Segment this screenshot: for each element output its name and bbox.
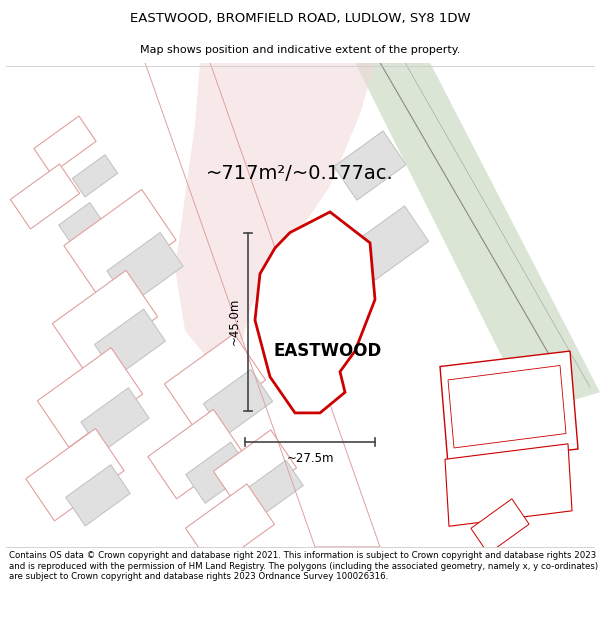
Text: ~45.0m: ~45.0m bbox=[227, 298, 241, 346]
Polygon shape bbox=[448, 366, 566, 448]
Polygon shape bbox=[95, 309, 166, 377]
Polygon shape bbox=[52, 271, 158, 370]
Polygon shape bbox=[352, 206, 428, 280]
Polygon shape bbox=[440, 351, 578, 464]
Polygon shape bbox=[34, 116, 96, 174]
Polygon shape bbox=[255, 212, 375, 413]
Polygon shape bbox=[148, 409, 242, 499]
Polygon shape bbox=[355, 62, 600, 413]
Polygon shape bbox=[59, 202, 101, 242]
Polygon shape bbox=[37, 348, 143, 448]
Polygon shape bbox=[164, 334, 266, 431]
Polygon shape bbox=[214, 430, 296, 509]
Text: EASTWOOD, BROMFIELD ROAD, LUDLOW, SY8 1DW: EASTWOOD, BROMFIELD ROAD, LUDLOW, SY8 1D… bbox=[130, 12, 470, 25]
Polygon shape bbox=[185, 484, 274, 569]
Text: ~27.5m: ~27.5m bbox=[286, 452, 334, 465]
Polygon shape bbox=[471, 499, 529, 554]
Polygon shape bbox=[81, 388, 149, 452]
Polygon shape bbox=[203, 369, 272, 436]
Polygon shape bbox=[175, 62, 375, 372]
Polygon shape bbox=[186, 442, 250, 503]
Text: Map shows position and indicative extent of the property.: Map shows position and indicative extent… bbox=[140, 45, 460, 55]
Polygon shape bbox=[445, 444, 572, 526]
Polygon shape bbox=[73, 155, 118, 197]
Text: ~717m²/~0.177ac.: ~717m²/~0.177ac. bbox=[206, 164, 394, 183]
Polygon shape bbox=[64, 189, 176, 296]
Text: Contains OS data © Crown copyright and database right 2021. This information is : Contains OS data © Crown copyright and d… bbox=[9, 551, 598, 581]
Polygon shape bbox=[334, 131, 406, 200]
Polygon shape bbox=[10, 164, 80, 229]
Polygon shape bbox=[247, 460, 303, 514]
Polygon shape bbox=[66, 465, 130, 526]
Text: EASTWOOD: EASTWOOD bbox=[274, 342, 382, 360]
Polygon shape bbox=[107, 232, 183, 305]
Polygon shape bbox=[26, 429, 124, 521]
